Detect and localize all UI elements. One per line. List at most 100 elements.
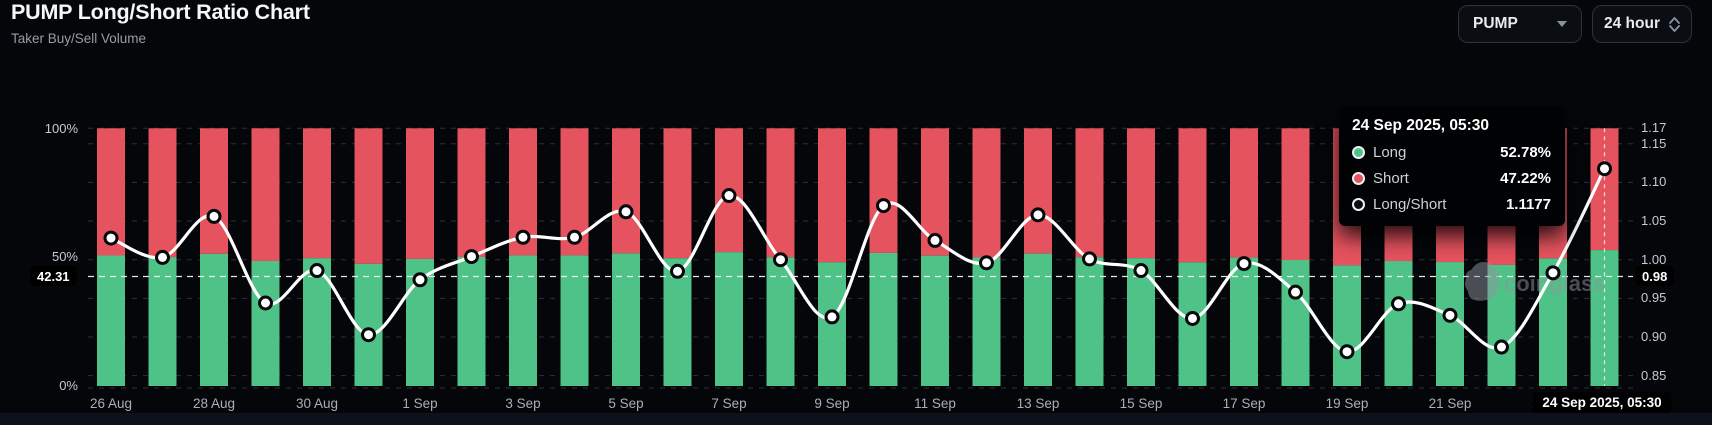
left-axis-tick: 50% bbox=[51, 249, 78, 265]
tooltip-row-long: Long 52.78% bbox=[1352, 144, 1551, 161]
interval-select[interactable]: 24 hour bbox=[1592, 5, 1692, 43]
coinglass-watermark: coinglass bbox=[1464, 262, 1605, 301]
bar-long-segment[interactable] bbox=[200, 253, 228, 386]
bar-short-segment[interactable] bbox=[200, 128, 228, 254]
ratio-marker[interactable] bbox=[206, 208, 222, 224]
ratio-marker[interactable] bbox=[927, 232, 943, 248]
tooltip-long-short-value: 1.1177 bbox=[1505, 196, 1551, 213]
symbol-select[interactable]: PUMP bbox=[1458, 5, 1582, 43]
x-axis-tick: 30 Aug bbox=[295, 396, 339, 411]
ratio-marker[interactable] bbox=[773, 252, 788, 268]
ratio-marker[interactable] bbox=[309, 263, 325, 279]
ratio-marker[interactable] bbox=[824, 309, 840, 325]
bar-short-segment[interactable] bbox=[1075, 128, 1104, 258]
ratio-marker[interactable] bbox=[155, 249, 170, 265]
chevron-down-icon bbox=[1557, 21, 1567, 27]
bar-long-segment[interactable] bbox=[1436, 262, 1464, 386]
page-subtitle: Taker Buy/Sell Volume bbox=[11, 31, 147, 46]
ratio-marker[interactable] bbox=[1288, 284, 1303, 300]
bottom-strip bbox=[0, 413, 1712, 425]
ratio-marker[interactable] bbox=[567, 229, 582, 245]
ratio-marker[interactable] bbox=[1545, 265, 1561, 281]
bar-short-segment[interactable] bbox=[1281, 128, 1310, 261]
ratio-marker[interactable] bbox=[979, 255, 994, 271]
bar-long-segment[interactable] bbox=[1024, 253, 1052, 386]
x-axis-tick: 15 Sep bbox=[1119, 396, 1163, 411]
right-axis-tick: 1.17 bbox=[1641, 120, 1667, 136]
crosshair-left-value-box: 42.31 bbox=[30, 266, 77, 286]
ratio-marker[interactable] bbox=[258, 295, 273, 311]
bar-short-segment[interactable] bbox=[818, 128, 846, 263]
ratio-marker[interactable] bbox=[1442, 307, 1458, 323]
ratio-marker[interactable] bbox=[1082, 251, 1097, 267]
crosshair-date-box: 24 Sep 2025, 05:30 bbox=[1532, 392, 1672, 413]
bar-long-segment[interactable] bbox=[1075, 257, 1104, 386]
tooltip-long-short-label: Long/Short bbox=[1373, 196, 1447, 213]
bar-short-segment[interactable] bbox=[406, 128, 434, 259]
bar-long-segment[interactable] bbox=[766, 257, 795, 386]
ratio-marker[interactable] bbox=[464, 249, 479, 265]
ratio-marker[interactable] bbox=[618, 204, 634, 220]
ratio-marker[interactable] bbox=[1030, 207, 1046, 223]
bar-long-segment[interactable] bbox=[560, 255, 589, 386]
bar-long-segment[interactable] bbox=[1384, 261, 1413, 386]
bar-long-segment[interactable] bbox=[1333, 265, 1361, 386]
bar-long-segment[interactable] bbox=[251, 260, 280, 386]
bar-short-segment[interactable] bbox=[148, 128, 177, 258]
ratio-marker[interactable] bbox=[1597, 161, 1612, 177]
bar-long-segment[interactable] bbox=[663, 258, 692, 386]
bar-short-segment[interactable] bbox=[612, 128, 640, 254]
x-axis-tick: 17 Sep bbox=[1222, 396, 1266, 411]
bar-short-segment[interactable] bbox=[663, 128, 692, 259]
bar-short-segment[interactable] bbox=[457, 128, 486, 257]
x-axis-tick: 19 Sep bbox=[1325, 396, 1369, 411]
ratio-marker[interactable] bbox=[1185, 310, 1200, 326]
bar-long-segment[interactable] bbox=[612, 253, 640, 386]
bar-short-segment[interactable] bbox=[251, 128, 280, 261]
up-down-spinner-icon bbox=[1669, 16, 1680, 32]
bar-long-segment[interactable] bbox=[1230, 257, 1258, 386]
ratio-marker[interactable] bbox=[670, 263, 685, 279]
ratio-marker[interactable] bbox=[721, 188, 737, 204]
bar-long-segment[interactable] bbox=[148, 257, 177, 386]
x-axis-tick: 13 Sep bbox=[1016, 396, 1060, 411]
bar-long-segment[interactable] bbox=[97, 255, 125, 386]
ratio-marker[interactable] bbox=[1391, 296, 1406, 312]
bar-long-segment[interactable] bbox=[921, 255, 949, 386]
tooltip-long-value: 52.78% bbox=[1500, 144, 1551, 161]
bar-short-segment[interactable] bbox=[1127, 128, 1155, 259]
right-axis-tick: 0.95 bbox=[1641, 290, 1667, 306]
bar-long-segment[interactable] bbox=[972, 257, 1001, 386]
bar-short-segment[interactable] bbox=[766, 128, 795, 258]
ratio-marker[interactable] bbox=[361, 327, 376, 343]
ratio-marker[interactable] bbox=[103, 230, 119, 246]
bar-short-segment[interactable] bbox=[972, 128, 1001, 258]
bar-short-segment[interactable] bbox=[354, 128, 383, 264]
bar-long-segment[interactable] bbox=[715, 252, 743, 386]
ratio-marker[interactable] bbox=[876, 198, 891, 214]
bar-long-segment[interactable] bbox=[509, 255, 537, 386]
ratio-marker[interactable] bbox=[1236, 256, 1252, 272]
long-dot-icon bbox=[1352, 146, 1365, 159]
bar-long-segment[interactable] bbox=[457, 256, 486, 386]
bar-short-segment[interactable] bbox=[1230, 128, 1258, 258]
tooltip-long-label: Long bbox=[1373, 144, 1407, 161]
bar-long-segment[interactable] bbox=[869, 252, 898, 386]
interval-select-value: 24 hour bbox=[1604, 15, 1660, 32]
bar-short-segment[interactable] bbox=[1178, 128, 1207, 263]
ratio-marker[interactable] bbox=[515, 229, 531, 245]
left-axis-tick: 0% bbox=[59, 378, 78, 393]
bar-short-segment[interactable] bbox=[303, 128, 331, 259]
ratio-marker[interactable] bbox=[1339, 344, 1355, 360]
bar-short-segment[interactable] bbox=[869, 128, 898, 253]
crosshair-right-value-box: 0.98 bbox=[1635, 266, 1675, 286]
bar-long-segment[interactable] bbox=[1281, 260, 1310, 386]
ratio-marker[interactable] bbox=[1494, 339, 1509, 355]
tooltip-row-long-short: Long/Short 1.1177 bbox=[1352, 196, 1551, 213]
ratio-marker[interactable] bbox=[1133, 263, 1149, 279]
bar-short-segment[interactable] bbox=[1024, 128, 1052, 254]
ratio-marker[interactable] bbox=[412, 272, 428, 288]
x-axis-tick: 9 Sep bbox=[814, 396, 850, 411]
bar-long-segment[interactable] bbox=[354, 263, 383, 386]
